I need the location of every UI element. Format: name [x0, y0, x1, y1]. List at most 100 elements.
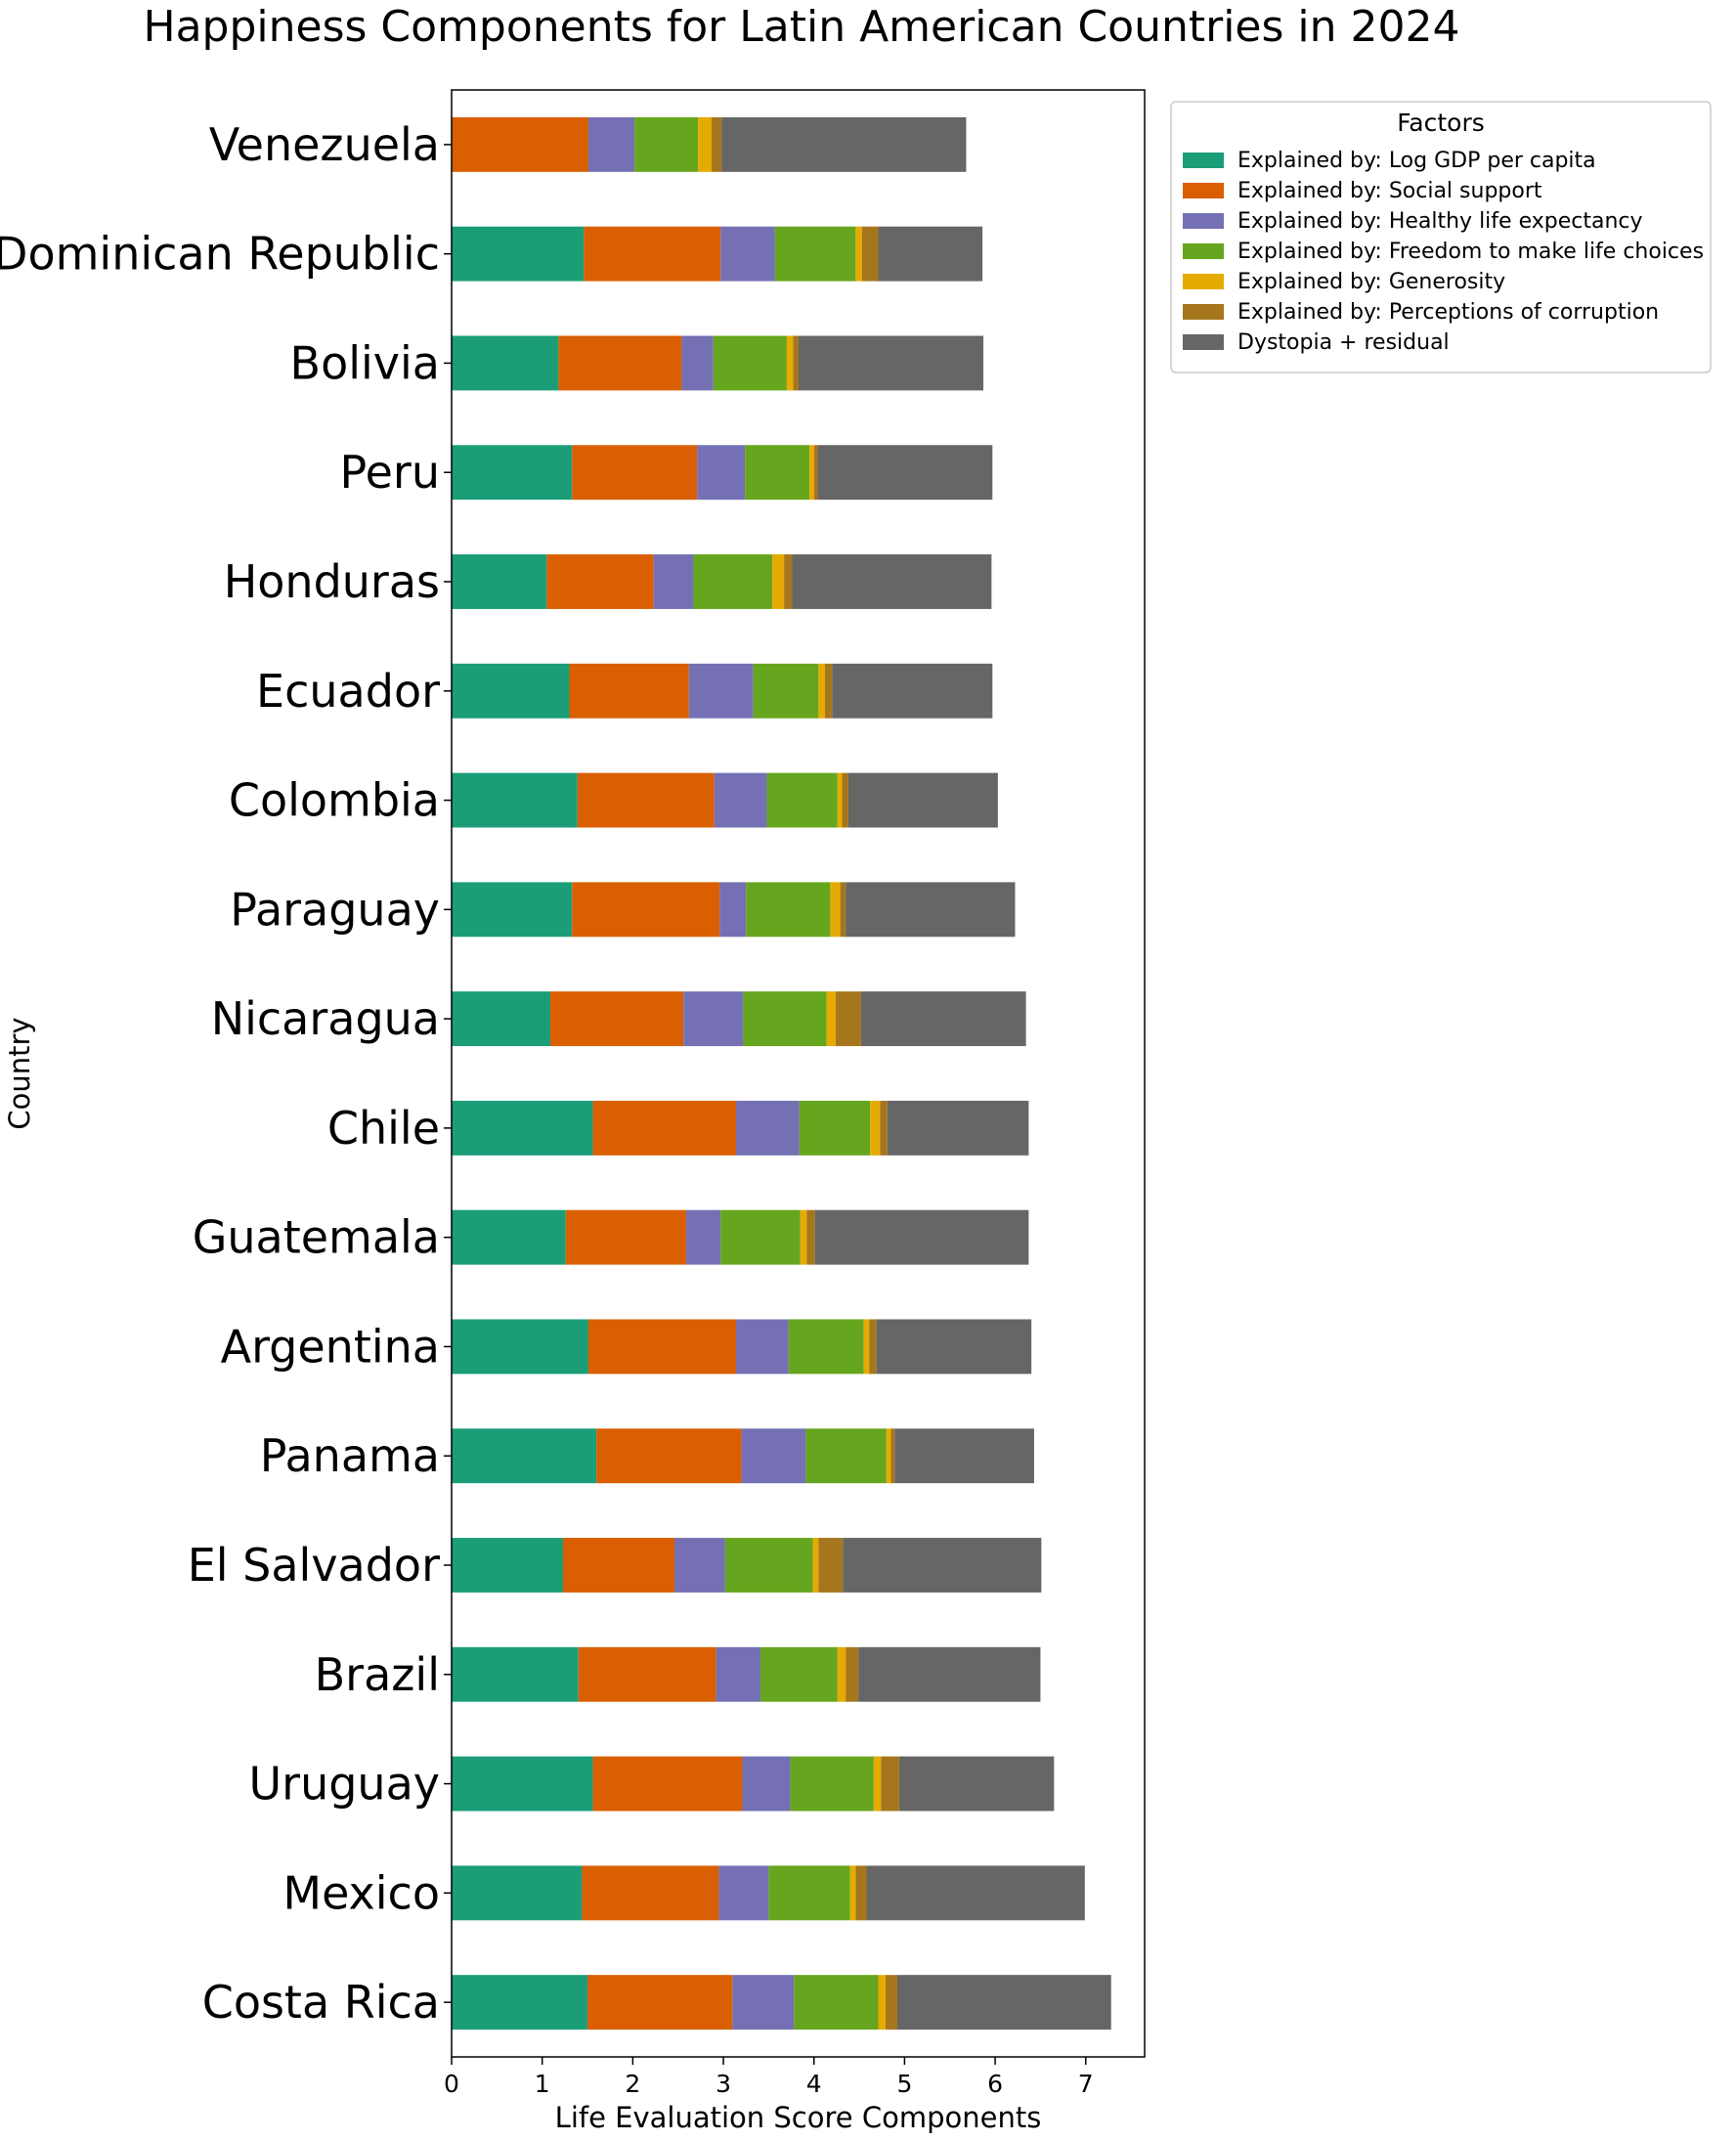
bar-segment	[794, 1975, 879, 2031]
y-axis-label: Country	[3, 1017, 36, 1129]
bar-segment	[768, 1865, 850, 1921]
bar-segment	[572, 445, 698, 501]
bar-segment	[550, 991, 684, 1047]
bar-segment	[837, 772, 843, 828]
bar-segment	[760, 1646, 838, 1702]
bar-segment	[452, 1538, 563, 1593]
bar-segment	[713, 335, 787, 391]
bar-segment	[592, 1100, 737, 1156]
bar-segment	[741, 1428, 806, 1484]
legend: Factors Explained by: Log GDP per capita…	[1170, 101, 1712, 373]
bar-segment	[452, 882, 573, 938]
bars-group	[452, 116, 1111, 2031]
bar-segment	[866, 1865, 1085, 1921]
y-tick-label: Dominican Republic	[0, 228, 440, 281]
y-tick-label: Colombia	[229, 774, 440, 827]
legend-title: Factors	[1397, 109, 1485, 137]
bar-segment	[818, 663, 825, 719]
bar-segment	[452, 1975, 588, 2031]
bar-segment	[558, 335, 682, 391]
bar-segment	[898, 1756, 1055, 1812]
bar-segment	[716, 1646, 761, 1702]
legend-label: Explained by: Healthy life expectancy	[1237, 209, 1643, 234]
bar-segment	[792, 554, 992, 609]
legend-swatch	[1183, 304, 1224, 320]
y-tick-label: Panama	[260, 1429, 440, 1482]
bar-segment	[855, 1865, 867, 1921]
bar-segment	[653, 554, 694, 609]
bar-segment	[452, 226, 585, 282]
bar-segment	[878, 226, 983, 282]
legend-swatch	[1183, 274, 1224, 289]
bar-segment	[582, 1865, 719, 1921]
bar-segment	[849, 1865, 856, 1921]
y-tick-label: Guatemala	[193, 1211, 440, 1264]
x-tick-label: 4	[806, 2070, 822, 2098]
bar-segment	[743, 991, 827, 1047]
bar-segment	[784, 554, 793, 609]
bar-segment	[562, 1538, 674, 1593]
bar-segment	[742, 1756, 791, 1812]
bar-segment	[452, 1209, 566, 1265]
bar-segment	[817, 445, 993, 501]
bar-segment	[587, 1319, 737, 1375]
bar-segment	[766, 772, 838, 828]
bar-segment	[886, 1428, 891, 1484]
bar-segment	[452, 554, 547, 609]
bar-segment	[774, 226, 856, 282]
bar-segment	[809, 445, 814, 501]
bar-segment	[587, 116, 635, 172]
bar-segment	[452, 991, 551, 1047]
bar-segment	[452, 445, 573, 501]
bar-segment	[732, 1975, 795, 2031]
bar-segment	[824, 663, 833, 719]
bar-segment	[832, 663, 993, 719]
y-tick-label: Costa Rica	[202, 1976, 440, 2029]
legend-swatch	[1183, 243, 1224, 259]
bar-segment	[830, 882, 841, 938]
bar-segment	[863, 1319, 870, 1375]
y-tick-label: Paraguay	[230, 883, 440, 936]
x-tick-label: 5	[896, 2070, 912, 2098]
bar-segment	[896, 1975, 1111, 2031]
legend-items: Explained by: Log GDP per capita Explaine…	[1183, 149, 1704, 355]
bar-segment	[452, 772, 578, 828]
bar-segment	[736, 1319, 789, 1375]
legend-label: Dystopia + residual	[1237, 330, 1450, 355]
bar-segment	[572, 882, 720, 938]
bar-segment	[772, 554, 785, 609]
bar-segment	[596, 1428, 742, 1484]
bar-segment	[452, 1100, 593, 1156]
country-labels: Venezuela Dominican Republic Bolivia Peru Ho…	[0, 118, 452, 2029]
plot-area-frame	[451, 89, 1146, 2058]
x-tick-label: 6	[987, 2070, 1003, 2098]
x-axis-ticks: 0 1 2 3 4 5 6 7	[444, 2057, 1094, 2098]
bar-segment	[452, 1428, 597, 1484]
bar-segment	[452, 335, 559, 391]
x-tick-label: 0	[444, 2070, 459, 2098]
bar-segment	[719, 882, 747, 938]
bar-segment	[835, 991, 861, 1047]
bar-segment	[800, 1209, 807, 1265]
bar-segment	[718, 1865, 769, 1921]
bar-segment	[577, 772, 715, 828]
bar-segment	[721, 116, 967, 172]
bar-segment	[634, 116, 699, 172]
bar-segment	[693, 554, 773, 609]
legend-swatch	[1183, 183, 1224, 198]
chart-title: Happiness Components for Latin American …	[143, 2, 1459, 52]
bar-segment	[697, 445, 746, 501]
bar-segment	[673, 1538, 725, 1593]
x-tick-label: 1	[535, 2070, 550, 2098]
y-tick-label: Ecuador	[256, 665, 440, 718]
legend-label: Explained by: Perceptions of corruption	[1237, 300, 1659, 325]
bar-segment	[724, 1538, 813, 1593]
bar-segment	[881, 1756, 899, 1812]
bar-segment	[587, 1975, 733, 2031]
bar-segment	[683, 991, 744, 1047]
bar-segment	[711, 116, 722, 172]
bar-segment	[846, 882, 1016, 938]
bar-segment	[720, 1209, 801, 1265]
y-tick-label: Mexico	[282, 1866, 440, 1919]
